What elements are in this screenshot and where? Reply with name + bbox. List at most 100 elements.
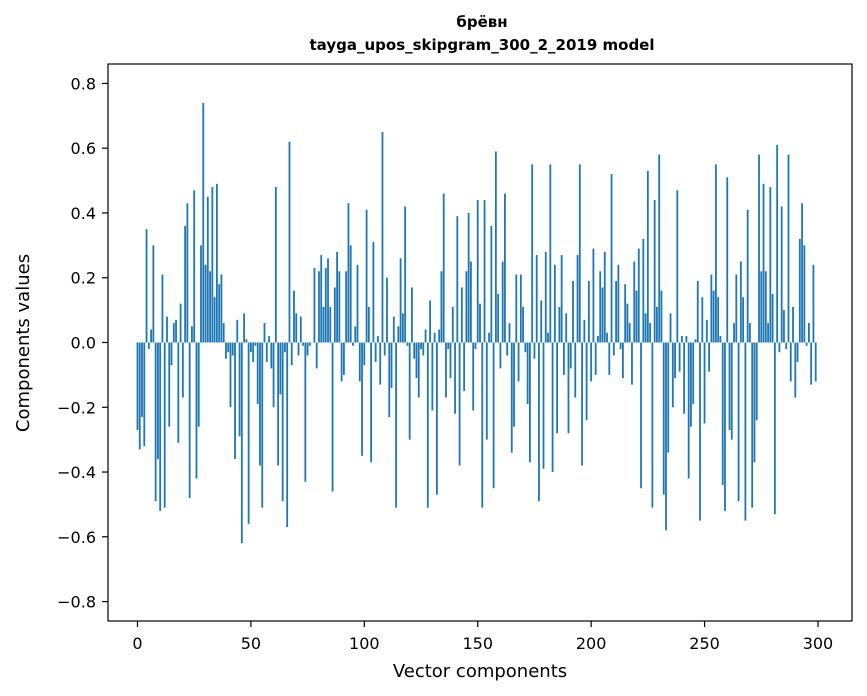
bar <box>274 187 277 343</box>
bar <box>229 342 232 408</box>
bar <box>533 342 536 359</box>
x-tick-label: 0 <box>132 634 142 653</box>
bar <box>168 342 171 427</box>
bar <box>209 271 211 343</box>
bar <box>417 342 420 398</box>
bar <box>401 313 404 343</box>
bar <box>556 342 559 434</box>
bar <box>279 342 282 395</box>
bar <box>808 323 810 343</box>
bar <box>755 342 758 421</box>
bar <box>397 326 400 343</box>
bar <box>658 154 661 343</box>
bar <box>751 342 754 508</box>
bar <box>540 300 543 343</box>
bar <box>494 151 497 343</box>
bar <box>345 271 348 343</box>
bar <box>592 248 595 343</box>
bar <box>497 293 500 343</box>
bar <box>524 342 527 353</box>
bar <box>465 271 468 343</box>
bar <box>166 316 168 343</box>
bar <box>715 164 717 343</box>
bar <box>665 342 667 531</box>
bar <box>426 342 429 508</box>
y-tick-label: 0.0 <box>71 334 96 353</box>
bar <box>717 297 720 343</box>
bar <box>390 342 393 388</box>
bar <box>549 164 552 343</box>
bar <box>485 342 488 440</box>
bar <box>383 342 386 356</box>
y-tick-label: 0.2 <box>71 269 96 288</box>
bar <box>413 342 416 359</box>
bar <box>422 342 425 356</box>
bar <box>420 342 422 349</box>
bar <box>674 342 676 379</box>
bar <box>644 313 647 343</box>
bar <box>213 297 216 343</box>
bar <box>565 313 568 343</box>
bar <box>803 245 806 343</box>
bar <box>789 342 792 382</box>
bar <box>551 342 554 473</box>
bar <box>667 342 670 453</box>
x-tick-label: 300 <box>803 634 834 653</box>
bar <box>340 342 343 382</box>
x-tick-label: 250 <box>689 634 720 653</box>
bar <box>701 297 704 343</box>
y-tick-label: −0.6 <box>57 528 96 547</box>
x-tick-label: 100 <box>349 634 380 653</box>
bar <box>519 274 522 343</box>
x-tick-label: 50 <box>241 634 261 653</box>
bar <box>261 342 264 508</box>
bar <box>508 323 511 343</box>
bar <box>483 200 486 343</box>
bar <box>622 342 624 379</box>
bar <box>157 342 159 460</box>
bar <box>265 342 268 362</box>
bar <box>220 274 223 343</box>
bar <box>746 209 749 343</box>
bar <box>145 229 148 343</box>
bar <box>290 342 293 366</box>
bar <box>211 187 214 343</box>
bar <box>163 342 166 508</box>
bar <box>744 342 747 521</box>
bar <box>141 342 143 417</box>
bar <box>499 342 502 369</box>
bar <box>404 206 407 343</box>
bar <box>333 287 336 343</box>
bar <box>411 287 413 343</box>
bar <box>606 332 608 343</box>
bar <box>250 342 252 353</box>
bar <box>474 342 477 349</box>
y-tick-label: −0.2 <box>57 398 96 417</box>
bar <box>764 271 767 343</box>
bar <box>728 342 731 430</box>
bar <box>256 342 259 405</box>
bar <box>792 306 794 343</box>
bar <box>379 342 382 385</box>
bar <box>504 193 506 343</box>
bar <box>304 342 307 482</box>
bar <box>424 329 427 343</box>
bar <box>515 274 518 343</box>
bar <box>356 264 359 343</box>
bar <box>225 342 227 359</box>
bar <box>776 144 779 343</box>
bar <box>408 342 411 440</box>
bar <box>284 342 286 353</box>
bar <box>436 342 438 495</box>
bar <box>463 342 466 392</box>
bar <box>363 342 366 366</box>
bar <box>783 310 785 343</box>
bar <box>191 326 193 343</box>
bar <box>245 339 248 343</box>
bar <box>388 342 391 417</box>
bar <box>501 261 504 343</box>
y-tick-label: −0.8 <box>57 593 96 612</box>
bar <box>186 203 189 343</box>
bar <box>796 342 799 362</box>
bar <box>615 280 617 343</box>
